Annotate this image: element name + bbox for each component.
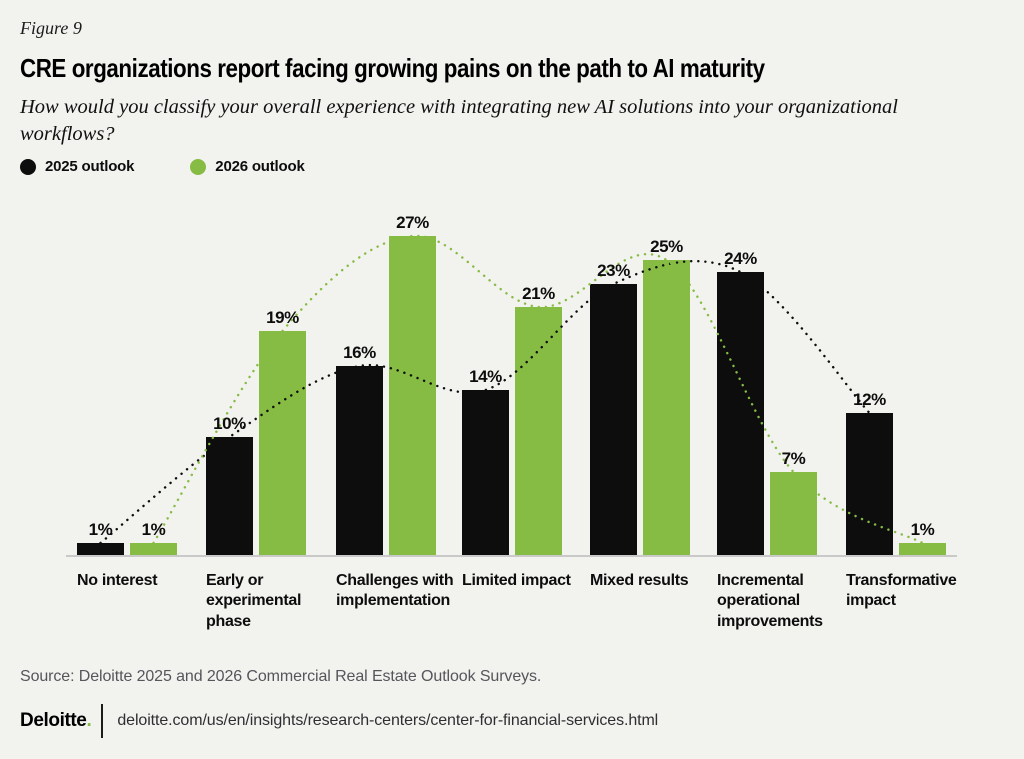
figure-question: How would you classify your overall expe…: [20, 96, 899, 146]
footer-divider: [101, 704, 104, 738]
bar-2026-5: [770, 472, 817, 555]
bar-2026-1: [259, 331, 306, 555]
figure-label: Figure 9: [20, 18, 82, 38]
bar-2025-3: [462, 390, 509, 555]
value-label-2025-3: 14%: [469, 367, 502, 386]
footer: Deloitte. deloitte.com/us/en/insights/re…: [20, 700, 658, 742]
bar-2026-4: [643, 260, 690, 555]
bar-2025-2: [336, 366, 383, 555]
bar-2026-6: [899, 543, 946, 555]
bar-2025-5: [717, 272, 764, 555]
value-label-2026-5: 7%: [781, 449, 806, 468]
deloitte-logo-text: Deloitte: [20, 710, 87, 731]
figure-title: CRE organizations report facing growing …: [20, 53, 765, 83]
bar-2025-6: [846, 413, 893, 555]
value-label-2025-5: 24%: [724, 249, 757, 268]
footer-url[interactable]: deloitte.com/us/en/insights/research-cen…: [117, 712, 659, 729]
value-label-2026-2: 27%: [396, 213, 429, 232]
category-label-1: Early or experimental phase: [206, 572, 302, 630]
bar-2026-0: [130, 543, 177, 555]
category-label-4: Mixed results: [590, 572, 689, 589]
legend-label-2026: 2026 outlook: [215, 158, 305, 175]
category-label-3: Limited impact: [462, 572, 571, 589]
value-label-2026-0: 1%: [141, 520, 166, 539]
bar-2026-2: [389, 236, 436, 555]
deloitte-logo: Deloitte.: [20, 710, 92, 732]
legend-label-2025: 2025 outlook: [45, 158, 135, 175]
value-label-2025-4: 23%: [597, 261, 630, 280]
legend-item-2025: 2025 outlook: [20, 158, 134, 175]
value-label-2025-6: 12%: [853, 390, 886, 409]
x-axis-line: [66, 555, 957, 557]
category-label-6: Transformative impact: [846, 572, 957, 610]
bar-2025-1: [206, 437, 253, 555]
category-label-0: No interest: [77, 572, 158, 589]
deloitte-logo-green-dot-icon: .: [86, 710, 92, 731]
legend-swatch-2025-icon: [20, 158, 36, 175]
chart-legend: 2025 outlook 2026 outlook: [20, 158, 305, 175]
value-label-2025-2: 16%: [343, 343, 376, 362]
bar-2025-0: [77, 543, 124, 555]
legend-item-2026: 2026 outlook: [190, 158, 305, 175]
value-label-2026-1: 19%: [266, 308, 299, 327]
bar-2025-4: [590, 284, 637, 555]
value-label-2026-6: 1%: [910, 520, 935, 539]
value-label-2025-1: 10%: [213, 414, 246, 433]
source-note: Source: Deloitte 2025 and 2026 Commercia…: [20, 668, 542, 685]
category-label-2: Challenges with implementation: [336, 572, 454, 610]
value-label-2026-4: 25%: [650, 237, 683, 256]
bar-2026-3: [515, 307, 562, 555]
value-label-2026-3: 21%: [522, 284, 555, 303]
category-label-5: Incremental operational improvements: [717, 572, 823, 630]
legend-swatch-2026-icon: [190, 158, 207, 175]
